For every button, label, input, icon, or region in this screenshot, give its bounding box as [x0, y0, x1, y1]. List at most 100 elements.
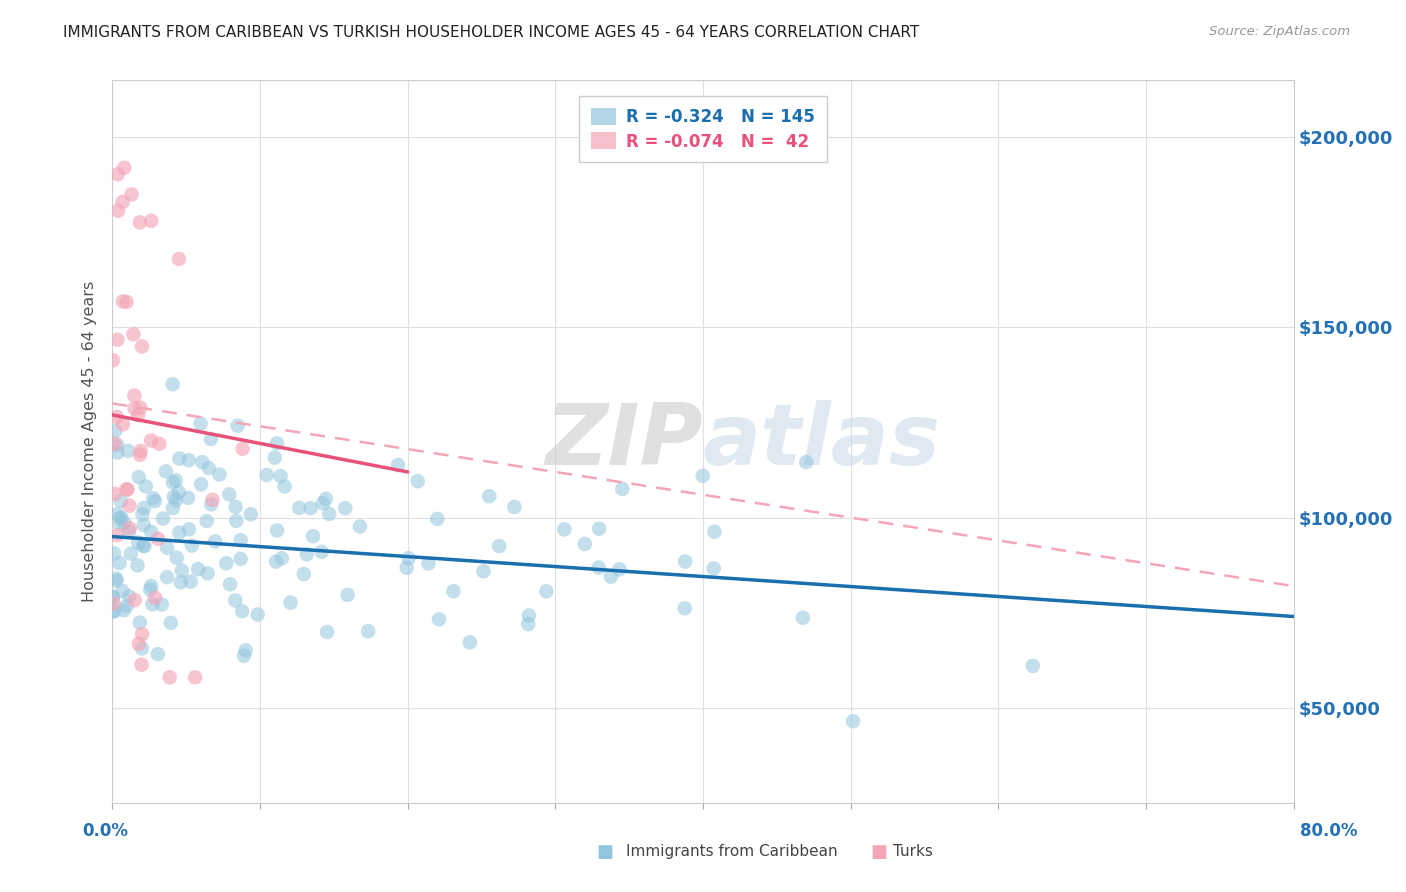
- Point: [105, 445, 128, 459]
- Point: [101, 590, 124, 604]
- Point: [488, 539, 510, 553]
- Point: [150, 598, 173, 612]
- Point: [167, 485, 190, 500]
- Point: [177, 453, 200, 467]
- Point: [105, 409, 128, 424]
- Point: [146, 647, 169, 661]
- Point: [553, 522, 575, 536]
- Point: [246, 607, 269, 622]
- Point: [105, 572, 128, 586]
- Point: [117, 444, 139, 458]
- Point: [177, 522, 200, 536]
- Point: [128, 615, 150, 630]
- Point: [517, 608, 540, 623]
- Point: [201, 492, 224, 507]
- Point: [190, 417, 212, 431]
- Point: [395, 560, 418, 574]
- Point: [112, 161, 135, 175]
- Point: [127, 558, 149, 573]
- Point: [141, 598, 163, 612]
- Point: [200, 432, 222, 446]
- Point: [673, 601, 696, 615]
- Y-axis label: Householder Income Ages 45 - 64 years: Householder Income Ages 45 - 64 years: [82, 281, 97, 602]
- Point: [131, 508, 153, 522]
- Point: [105, 574, 128, 588]
- Point: [256, 467, 278, 482]
- Point: [142, 491, 165, 506]
- Point: [208, 467, 231, 482]
- Point: [315, 491, 337, 506]
- Point: [794, 455, 817, 469]
- Point: [235, 643, 257, 657]
- Point: [187, 562, 209, 576]
- Point: [131, 641, 153, 656]
- Point: [108, 556, 131, 570]
- Point: [312, 496, 335, 510]
- Point: [156, 570, 179, 584]
- Point: [170, 575, 193, 590]
- Point: [141, 434, 163, 448]
- Point: [231, 604, 253, 618]
- Point: [105, 508, 128, 522]
- Point: [111, 194, 134, 209]
- Point: [152, 511, 174, 525]
- Point: [292, 567, 315, 582]
- Point: [128, 448, 150, 462]
- Point: [263, 450, 285, 465]
- Point: [692, 468, 714, 483]
- Point: [104, 437, 127, 451]
- Point: [792, 611, 814, 625]
- Point: [443, 584, 465, 599]
- Point: [131, 339, 153, 353]
- Point: [197, 566, 219, 581]
- Point: [124, 388, 146, 402]
- Point: [162, 501, 184, 516]
- Point: [132, 518, 155, 533]
- Point: [110, 494, 132, 508]
- Point: [270, 469, 292, 483]
- Point: [162, 377, 184, 392]
- Point: [1022, 658, 1045, 673]
- Point: [229, 533, 252, 548]
- Point: [139, 524, 162, 539]
- Point: [517, 617, 540, 632]
- Point: [299, 501, 322, 516]
- Point: [177, 491, 200, 505]
- Point: [117, 483, 139, 497]
- Text: ■: ■: [596, 843, 613, 861]
- Point: [105, 528, 128, 542]
- Point: [163, 490, 186, 504]
- Point: [588, 560, 610, 574]
- Point: [107, 203, 129, 218]
- Point: [104, 487, 127, 501]
- Point: [349, 519, 371, 533]
- Point: [335, 501, 357, 516]
- Point: [266, 524, 288, 538]
- Point: [184, 670, 207, 684]
- Point: [357, 624, 380, 639]
- Point: [115, 599, 138, 613]
- Point: [673, 555, 696, 569]
- Point: [458, 635, 481, 649]
- Point: [219, 577, 242, 591]
- Point: [103, 596, 125, 610]
- Point: [132, 539, 155, 553]
- Point: [118, 524, 141, 539]
- Point: [302, 529, 325, 543]
- Point: [190, 477, 212, 491]
- Point: [104, 424, 127, 438]
- Point: [111, 417, 134, 432]
- Point: [225, 514, 247, 528]
- Point: [156, 541, 179, 555]
- Point: [703, 524, 725, 539]
- Point: [103, 546, 125, 560]
- Point: [107, 333, 129, 347]
- Point: [101, 591, 124, 605]
- Point: [229, 551, 252, 566]
- Text: Immigrants from Caribbean: Immigrants from Caribbean: [626, 845, 838, 859]
- Point: [233, 648, 256, 663]
- Point: [115, 294, 138, 309]
- Point: [191, 455, 214, 469]
- Point: [609, 562, 631, 576]
- Point: [120, 547, 142, 561]
